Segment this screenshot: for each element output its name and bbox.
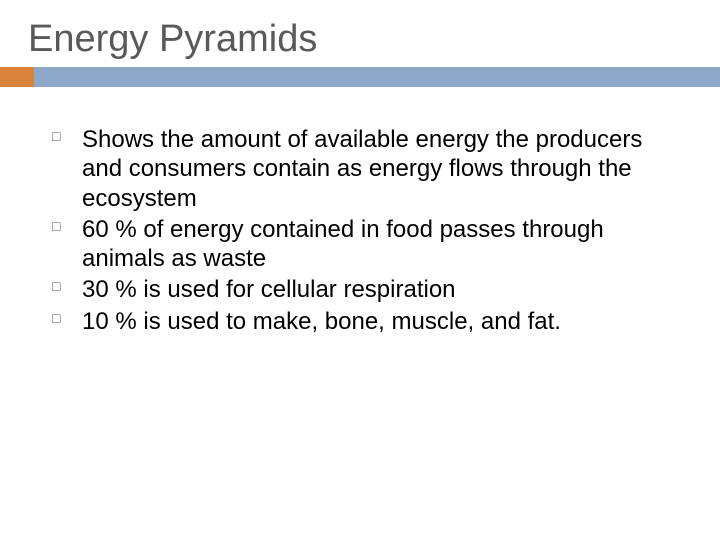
- bullet-list: Shows the amount of available energy the…: [48, 125, 672, 336]
- divider: [0, 67, 720, 87]
- list-item: 30 % is used for cellular respiration: [48, 275, 672, 304]
- content-area: Shows the amount of available energy the…: [0, 87, 720, 336]
- accent-block: [0, 67, 34, 87]
- list-item: 10 % is used to make, bone, muscle, and …: [48, 307, 672, 336]
- divider-bar: [34, 67, 720, 87]
- list-item: 60 % of energy contained in food passes …: [48, 215, 672, 274]
- slide-title: Energy Pyramids: [28, 18, 692, 61]
- slide: Energy Pyramids Shows the amount of avai…: [0, 0, 720, 540]
- title-area: Energy Pyramids: [0, 0, 720, 67]
- list-item: Shows the amount of available energy the…: [48, 125, 672, 213]
